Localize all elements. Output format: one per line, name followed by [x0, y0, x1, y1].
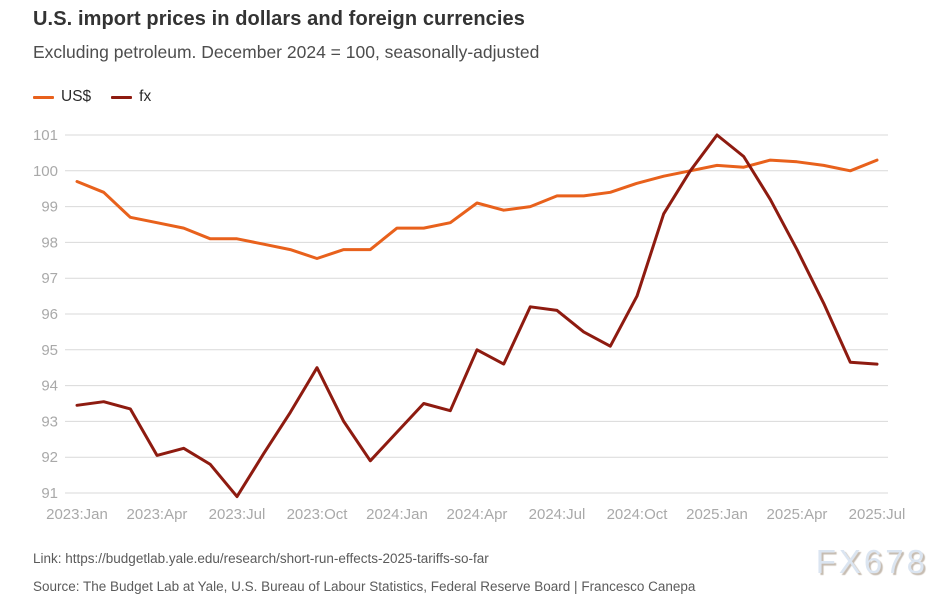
chart-subtitle: Excluding petroleum. December 2024 = 100…	[33, 42, 540, 62]
svg-text:95: 95	[41, 342, 58, 359]
legend-label-usd: US$	[61, 88, 92, 105]
fx678-watermark: FX678	[815, 543, 928, 580]
svg-text:2023:Jan: 2023:Jan	[46, 506, 108, 523]
svg-text:2024:Apr: 2024:Apr	[447, 506, 508, 523]
svg-text:2025:Jul: 2025:Jul	[849, 506, 906, 523]
chart-legend: US$ fx	[33, 88, 171, 106]
svg-text:96: 96	[41, 306, 58, 323]
legend-label-fx: fx	[139, 88, 152, 105]
svg-text:99: 99	[41, 199, 58, 216]
svg-text:2023:Oct: 2023:Oct	[287, 506, 349, 523]
svg-text:101: 101	[33, 127, 58, 144]
fx-line-swatch-icon	[111, 95, 133, 99]
svg-text:2025:Jan: 2025:Jan	[686, 506, 748, 523]
svg-text:94: 94	[41, 378, 58, 395]
svg-text:97: 97	[41, 270, 58, 287]
source-link-text: Link: https://budgetlab.yale.edu/researc…	[33, 551, 489, 566]
line-chart: 91 92 93 94 95 96 97 98 99 100 101 2023:Jan 2023:Apr…	[33, 127, 906, 523]
usd-line-swatch-icon	[33, 95, 54, 99]
source-attribution-text: Source: The Budget Lab at Yale, U.S. Bur…	[33, 579, 696, 594]
chart-title: U.S. import prices in dollars and foreig…	[33, 8, 525, 30]
svg-text:2024:Jan: 2024:Jan	[366, 506, 428, 523]
svg-text:2023:Jul: 2023:Jul	[209, 506, 266, 523]
legend-item-usd: US$	[33, 88, 91, 106]
svg-text:2024:Jul: 2024:Jul	[529, 506, 586, 523]
svg-text:2023:Apr: 2023:Apr	[127, 506, 188, 523]
legend-item-fx: fx	[111, 88, 151, 106]
svg-text:98: 98	[41, 234, 58, 251]
svg-text:92: 92	[41, 449, 58, 466]
svg-text:93: 93	[41, 413, 58, 430]
svg-text:100: 100	[33, 163, 58, 180]
svg-text:91: 91	[41, 485, 58, 502]
svg-text:2025:Apr: 2025:Apr	[767, 506, 828, 523]
svg-text:2024:Oct: 2024:Oct	[607, 506, 669, 523]
